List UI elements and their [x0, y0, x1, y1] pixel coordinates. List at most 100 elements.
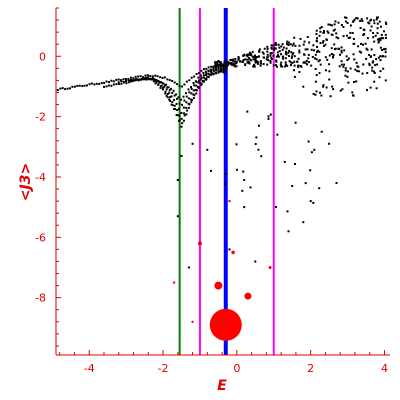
data-point	[255, 56, 258, 58]
data-point	[258, 124, 260, 127]
data-point	[362, 43, 364, 46]
data-point	[188, 91, 191, 94]
data-point	[195, 89, 198, 92]
data-point	[117, 78, 120, 81]
data-point	[181, 85, 183, 88]
data-point	[322, 31, 325, 34]
data-point	[299, 37, 302, 40]
data-point	[288, 55, 290, 57]
data-point	[322, 85, 325, 88]
data-point	[266, 53, 269, 56]
data-point	[368, 64, 371, 67]
data-point	[277, 55, 280, 58]
data-point	[371, 66, 374, 69]
data-point	[235, 168, 238, 171]
data-point	[143, 77, 146, 80]
data-point	[185, 101, 188, 104]
data-point	[188, 79, 191, 82]
data-point	[347, 57, 350, 60]
data-point	[166, 78, 169, 81]
data-point	[364, 42, 367, 45]
data-point	[159, 76, 162, 79]
data-point	[292, 52, 295, 55]
data-point	[355, 80, 358, 83]
data-point	[156, 75, 159, 78]
data-point	[170, 103, 173, 106]
data-point	[185, 113, 188, 116]
data-point	[210, 71, 213, 74]
data-point	[322, 84, 325, 87]
data-point	[154, 78, 157, 81]
data-point	[200, 76, 203, 79]
data-point	[253, 64, 256, 66]
data-point	[173, 94, 176, 97]
data-point	[167, 86, 170, 89]
data-point	[373, 70, 375, 73]
data-point	[180, 112, 183, 114]
data-point	[296, 64, 299, 67]
data-point	[323, 30, 325, 32]
data-point	[205, 67, 208, 70]
data-point	[250, 54, 253, 57]
data-point	[319, 30, 322, 33]
data-point	[241, 189, 244, 192]
data-point	[373, 22, 376, 25]
data-point	[287, 51, 290, 54]
data-point	[360, 42, 362, 45]
data-point	[335, 182, 338, 184]
data-point	[316, 40, 318, 43]
data-point	[352, 94, 355, 97]
data-point	[283, 160, 286, 163]
data-point	[365, 47, 368, 50]
data-point	[376, 38, 379, 41]
data-point	[291, 61, 294, 64]
data-point	[293, 36, 296, 39]
data-point	[376, 22, 379, 25]
y-tick-label: -6	[35, 231, 46, 244]
data-point	[310, 151, 313, 154]
data-point	[117, 83, 120, 85]
data-point	[345, 16, 348, 19]
data-point	[345, 55, 348, 58]
data-point	[292, 42, 295, 45]
data-point	[286, 64, 289, 67]
x-tick-label: -4	[84, 362, 95, 375]
data-point	[307, 57, 310, 60]
data-point	[280, 65, 283, 68]
data-point	[204, 70, 207, 73]
data-point	[352, 20, 355, 23]
data-point	[370, 48, 373, 51]
data-point	[265, 58, 268, 61]
data-point	[216, 61, 218, 64]
data-point	[281, 48, 284, 51]
data-point	[302, 221, 305, 224]
data-point	[169, 96, 172, 99]
data-point	[266, 45, 269, 48]
data-point	[373, 54, 376, 57]
data-point	[371, 69, 374, 72]
data-point	[366, 89, 368, 92]
highlight-point	[172, 281, 176, 284]
data-point	[164, 92, 167, 95]
data-point	[298, 49, 301, 52]
data-point	[182, 106, 185, 109]
data-point	[266, 50, 269, 53]
data-point	[320, 130, 323, 133]
data-point	[342, 26, 345, 28]
data-point	[319, 42, 322, 44]
data-point	[232, 62, 235, 65]
data-point	[365, 57, 368, 60]
data-point	[346, 22, 349, 24]
data-point	[380, 25, 382, 28]
data-point	[110, 79, 113, 82]
data-point	[200, 69, 203, 72]
highlight-point	[209, 308, 242, 341]
data-point	[205, 78, 208, 81]
data-point	[343, 63, 346, 66]
data-point	[353, 18, 356, 21]
data-point	[327, 23, 330, 26]
data-point	[217, 65, 220, 67]
data-point	[206, 148, 209, 151]
data-point	[115, 78, 118, 81]
data-point	[90, 82, 93, 85]
